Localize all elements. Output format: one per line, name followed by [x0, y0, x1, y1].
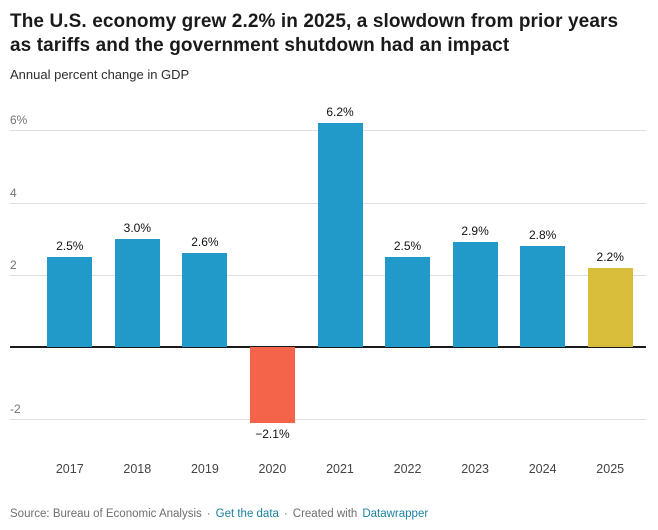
- get-the-data-link[interactable]: Get the data: [215, 508, 279, 520]
- x-tick-label-2024: 2024: [528, 461, 557, 476]
- chart-footer: Source: Bureau of Economic Analysis · Ge…: [10, 508, 428, 520]
- chart-subtitle: Annual percent change in GDP: [10, 66, 190, 82]
- x-tick-label-2017: 2017: [55, 461, 84, 476]
- chart-header: The U.S. economy grew 2.2% in 2025, a sl…: [0, 0, 658, 82]
- x-tick-label-2021: 2021: [326, 461, 354, 476]
- y-tick-label: 4: [10, 185, 17, 200]
- value-label-2021: 6.2%: [326, 105, 354, 120]
- bar-2024[interactable]: [520, 245, 566, 347]
- chart-title: The U.S. economy grew 2.2% in 2025, a sl…: [10, 11, 619, 56]
- bar-2022[interactable]: [385, 256, 431, 347]
- plot-wrap: -2 2 4 6% 2.5% 3.0% 2.6% −2.1% 6.2% 2.5% 2.9% 2.8% 2…: [10, 98, 646, 450]
- datawrapper-link[interactable]: Datawrapper: [362, 508, 429, 520]
- x-axis: 2017 2018 2019 2020 2021 2022 2023 2024 2025: [10, 456, 646, 482]
- plot-area: -2 2 4 6% 2.5% 3.0% 2.6% −2.1% 6.2% 2.5% 2.9% 2.8% 2…: [10, 98, 646, 450]
- bar-2020[interactable]: [249, 346, 295, 423]
- bar-2019[interactable]: [182, 253, 228, 347]
- x-tick-label-2022: 2022: [393, 461, 422, 476]
- y-tick-label: 2: [10, 257, 17, 272]
- value-label-2022: 2.5%: [393, 238, 422, 253]
- x-tick-label-2019: 2019: [190, 461, 219, 476]
- footer-separator: ·: [206, 508, 211, 520]
- bar-2017[interactable]: [47, 256, 93, 347]
- bar-2025[interactable]: [587, 267, 633, 347]
- value-label-2025: 2.2%: [596, 249, 624, 264]
- footer-separator: ·: [283, 508, 288, 520]
- bar-2023[interactable]: [452, 242, 498, 347]
- y-tick-label: 6%: [10, 113, 28, 128]
- x-tick-label-2018: 2018: [123, 461, 152, 476]
- source-text: Source: Bureau of Economic Analysis: [10, 508, 202, 520]
- gridline: [10, 419, 646, 421]
- value-label-2018: 3.0%: [123, 220, 151, 235]
- value-label-2020: −2.1%: [255, 426, 290, 441]
- value-label-2024: 2.8%: [528, 227, 557, 242]
- bar-2018[interactable]: [114, 238, 160, 347]
- value-label-2019: 2.6%: [191, 235, 219, 250]
- value-label-2023: 2.9%: [461, 224, 489, 239]
- x-tick-label-2025: 2025: [596, 461, 625, 476]
- x-tick-label-2020: 2020: [258, 461, 287, 476]
- x-tick-label-2023: 2023: [461, 461, 489, 476]
- value-label-2017: 2.5%: [56, 238, 84, 253]
- y-tick-label: -2: [10, 402, 21, 417]
- bar-2021[interactable]: [317, 123, 363, 347]
- created-with-text: Created with: [292, 508, 358, 520]
